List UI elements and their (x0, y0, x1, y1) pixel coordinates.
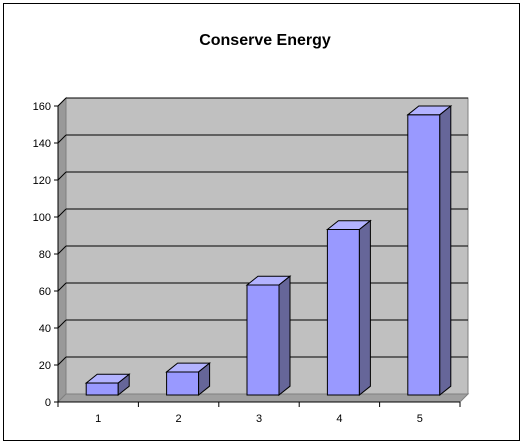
bar-front (85, 382, 119, 396)
y-tick-label: 60 (39, 286, 51, 298)
y-tick-label: 80 (39, 249, 51, 261)
bars (84, 104, 453, 397)
y-tick-label: 40 (39, 323, 51, 335)
bar-side (358, 219, 371, 397)
gridline-depth (57, 208, 67, 218)
gridline-depth (57, 356, 67, 366)
y-tick-label: 20 (39, 360, 51, 372)
x-tick-label: 5 (417, 413, 423, 425)
gridline-depth (57, 245, 67, 255)
bar-1 (84, 373, 131, 397)
gridline-depth (57, 171, 67, 181)
chart-title: Conserve Energy (199, 32, 331, 49)
y-tick-label: 140 (33, 138, 51, 150)
bar-side (198, 362, 211, 397)
bar-front (246, 284, 280, 396)
y-tick-label: 120 (33, 175, 51, 187)
bar-4 (325, 219, 372, 397)
x-tick-label: 3 (256, 413, 262, 425)
bar-2 (165, 362, 212, 397)
x-tick-label: 1 (95, 413, 101, 425)
bar-front (166, 371, 200, 396)
gridline-depth (57, 97, 67, 107)
y-tick-label: 160 (33, 101, 51, 113)
gridline-depth (57, 134, 67, 144)
y-tick-label: 100 (33, 212, 51, 224)
y-tick-label: 0 (45, 397, 51, 409)
gridline-depth (57, 282, 67, 292)
tick-labels: 0 20 40 60 80 100 120 140 160 1 2 3 4 5 (33, 101, 423, 425)
x-tick-label: 4 (336, 413, 342, 425)
x-tick-label: 2 (176, 413, 182, 425)
axes (54, 105, 461, 407)
bar-5 (406, 104, 453, 397)
bar-front (407, 114, 441, 396)
bar-side (117, 373, 130, 397)
bar-3 (245, 275, 292, 397)
bar-side (278, 275, 291, 397)
gridline-depth (57, 319, 67, 329)
bar-front (326, 229, 360, 396)
bar-side (439, 104, 452, 397)
